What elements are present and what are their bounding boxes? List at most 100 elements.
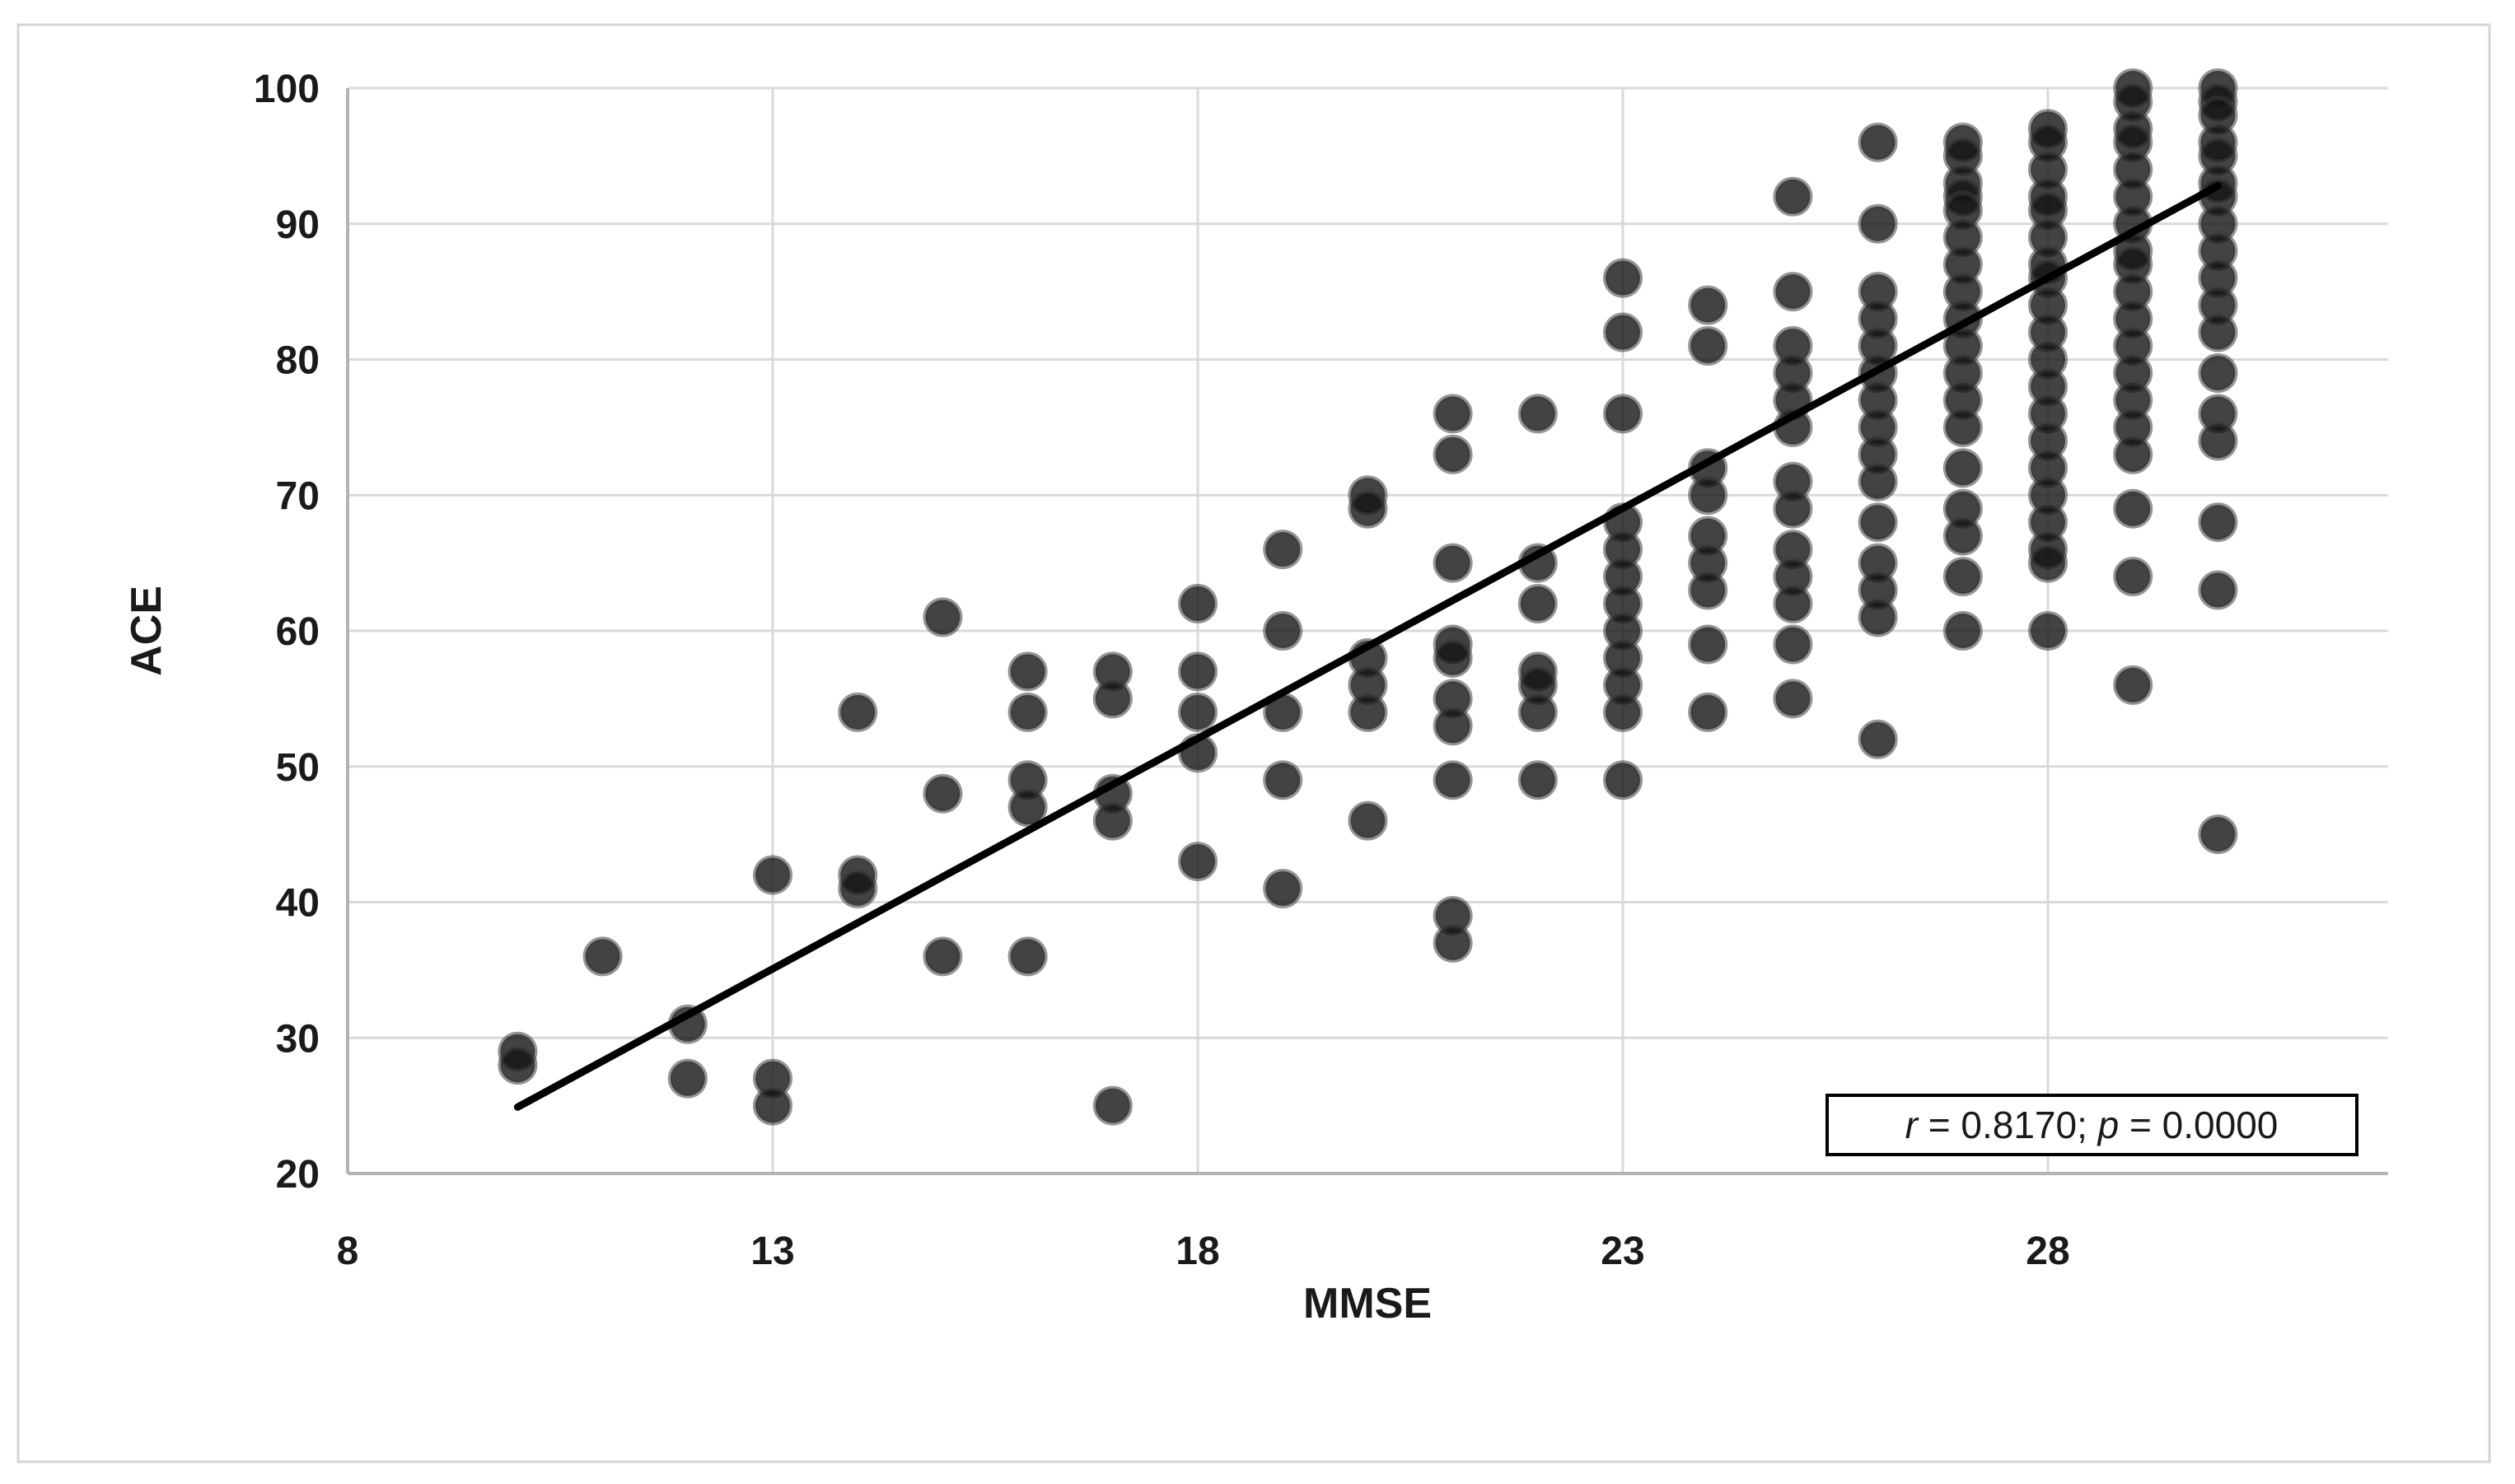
data-point — [667, 1058, 708, 1099]
data-point — [1858, 203, 1898, 244]
data-point — [1858, 719, 1898, 759]
data-point — [838, 869, 878, 909]
data-point — [1092, 679, 1133, 719]
data-point — [1688, 570, 1728, 610]
data-point — [2198, 814, 2238, 855]
data-point — [1858, 502, 1898, 543]
data-point — [2113, 665, 2153, 705]
data-point — [1517, 584, 1558, 624]
data-point — [2028, 611, 2068, 651]
data-point — [1517, 394, 1558, 434]
data-point — [1348, 692, 1388, 732]
data-point — [2198, 570, 2238, 610]
data-point — [753, 855, 792, 895]
data-point — [2198, 352, 2238, 393]
data-point — [923, 773, 963, 814]
data-point — [2113, 488, 2153, 529]
horizontal-gridlines — [348, 86, 2388, 1039]
x-tick-label-23: 23 — [1601, 1230, 1644, 1273]
data-point — [1603, 760, 1643, 800]
data-point — [1688, 326, 1728, 366]
y-tick-label-30: 30 — [276, 1017, 320, 1061]
y-tick-label-50: 50 — [276, 746, 320, 790]
data-point — [1688, 624, 1728, 665]
data-point — [1603, 258, 1643, 298]
data-point — [923, 936, 963, 977]
data-point — [1433, 706, 1473, 746]
data-point — [1263, 869, 1303, 909]
data-point — [1773, 488, 1813, 529]
data-point — [1263, 611, 1303, 651]
data-point — [2113, 434, 2153, 474]
data-point — [1858, 122, 1898, 162]
data-point — [923, 597, 963, 637]
x-tick-label-18: 18 — [1176, 1230, 1219, 1273]
data-point — [1773, 679, 1813, 719]
x-tick-label-8: 8 — [337, 1230, 359, 1273]
data-point — [1178, 842, 1218, 882]
data-point — [1773, 272, 1813, 312]
data-point — [1178, 692, 1218, 732]
data-point — [1688, 475, 1728, 516]
y-tick-label-70: 70 — [276, 474, 320, 518]
x-axis-title: MMSE — [1303, 1280, 1432, 1328]
data-point — [1858, 597, 1898, 637]
data-point — [2198, 421, 2238, 461]
y-axis-title: ACE — [123, 586, 171, 676]
y-tick-label-20: 20 — [276, 1153, 320, 1197]
data-point — [1092, 1085, 1133, 1126]
data-point — [1007, 787, 1048, 828]
trendline — [513, 182, 2222, 1111]
data-point — [1433, 637, 1473, 678]
y-tick-label-40: 40 — [276, 882, 320, 926]
data-point — [1517, 692, 1558, 732]
data-point — [1178, 584, 1218, 624]
data-point — [1603, 394, 1643, 434]
data-point — [1348, 488, 1388, 529]
annotation-text: r = 0.8170; p = 0.0000 — [1905, 1104, 2279, 1146]
data-point — [498, 1045, 538, 1085]
data-point — [1773, 584, 1813, 624]
y-tick-label-90: 90 — [276, 203, 320, 247]
data-points — [498, 68, 2238, 1126]
data-point — [1178, 651, 1218, 692]
data-point — [2113, 557, 2153, 597]
figure-border — [16, 23, 2491, 1463]
x-tick-label-28: 28 — [2026, 1230, 2069, 1273]
x-tick-label-13: 13 — [750, 1230, 794, 1273]
data-point — [1603, 312, 1643, 352]
data-point — [2198, 312, 2238, 352]
data-point — [1263, 760, 1303, 800]
data-point — [1942, 448, 1983, 488]
data-point — [1007, 651, 1048, 692]
data-point — [2198, 502, 2238, 543]
data-point — [1688, 285, 1728, 325]
data-point — [1007, 936, 1048, 977]
data-point — [1433, 543, 1473, 583]
data-point — [1433, 434, 1473, 474]
data-point — [1773, 624, 1813, 665]
data-point — [1007, 692, 1048, 732]
data-point — [582, 936, 623, 977]
y-tick-labels: 20 30 40 50 60 70 80 90 100 — [254, 68, 320, 1197]
data-point — [1688, 692, 1728, 732]
data-point — [1263, 530, 1303, 570]
data-point — [1517, 760, 1558, 800]
data-point — [1092, 800, 1133, 841]
annotation-box — [1825, 1094, 2358, 1156]
data-point — [1858, 461, 1898, 502]
y-tick-label-100: 100 — [254, 68, 320, 111]
x-tick-labels: 8 13 18 23 28 — [337, 1230, 2070, 1273]
data-point — [1348, 800, 1388, 841]
data-point — [1433, 394, 1473, 434]
data-point — [1942, 611, 1983, 651]
data-point — [838, 692, 878, 732]
data-point — [2028, 543, 2068, 583]
correlation-annotation: r = 0.8170; p = 0.0000 — [1825, 1094, 2358, 1156]
data-point — [1942, 516, 1983, 556]
data-point — [753, 1085, 792, 1126]
data-point — [1433, 922, 1473, 963]
